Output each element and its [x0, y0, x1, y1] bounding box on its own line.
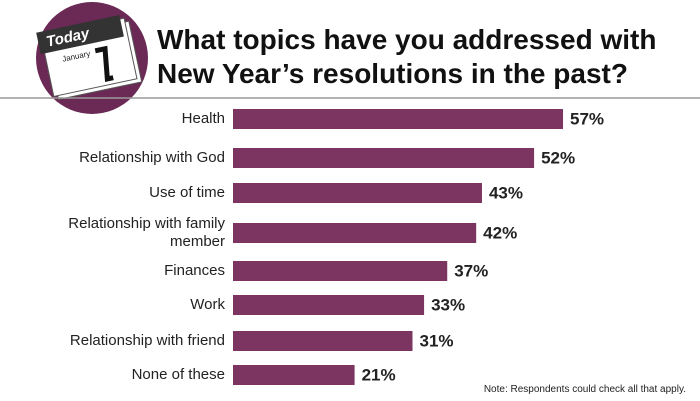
category-label: Use of time: [149, 184, 225, 201]
chart-title: New Year’s resolutions in the past?: [157, 58, 628, 89]
category-label: Health: [181, 110, 225, 127]
value-label: 57%: [570, 109, 604, 128]
category-label: None of these: [131, 366, 225, 383]
value-label: 37%: [454, 261, 488, 280]
value-label: 21%: [362, 365, 396, 384]
category-label: Work: [190, 296, 225, 313]
bar: [233, 295, 425, 315]
category-label: Relationship with friend: [69, 332, 225, 349]
note: Note: Respondents could check all that a…: [483, 384, 686, 395]
bar: [233, 223, 477, 243]
bar: [233, 261, 448, 281]
calendar-icon: Today January: [36, 15, 143, 101]
value-label: 42%: [483, 223, 517, 242]
bar: [233, 331, 413, 351]
value-label: 52%: [541, 148, 575, 167]
bar: [233, 109, 564, 129]
value-label: 33%: [431, 295, 465, 314]
category-label: Relationship with God: [79, 149, 225, 166]
value-label: 43%: [489, 183, 523, 202]
bar: [233, 183, 482, 203]
value-label: 31%: [419, 331, 453, 350]
bar: [233, 365, 355, 385]
chart-title: What topics have you addressed with: [157, 24, 657, 55]
category-label: Relationship with family member: [68, 215, 225, 250]
bar: [233, 148, 535, 168]
category-label: Finances: [164, 262, 225, 279]
